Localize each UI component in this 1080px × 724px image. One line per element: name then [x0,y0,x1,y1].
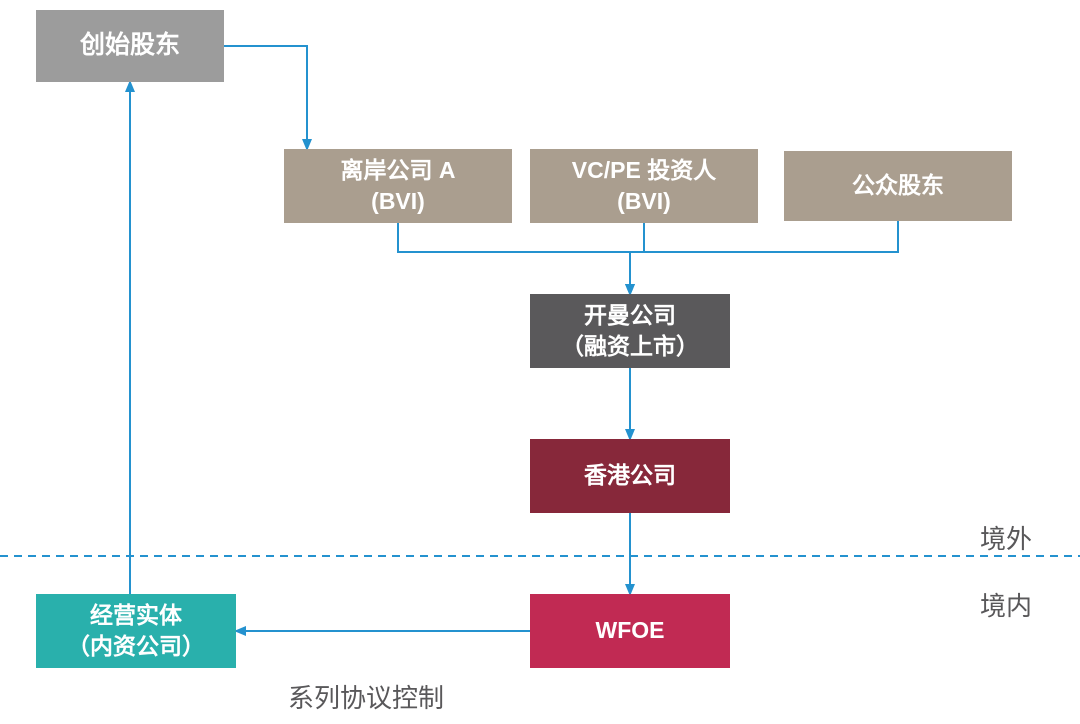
edge-offshoreA-to-cayman [398,223,630,294]
node-hk: 香港公司 [530,439,730,513]
edge-vcpe-to-cayman [630,223,644,294]
node-public: 公众股东 [784,151,1012,221]
node-cayman: 开曼公司 （融资上市） [530,294,730,368]
node-opco: 经营实体 （内资公司） [36,594,236,668]
label-outside: 境外 [980,519,1032,556]
label-control: 系列协议控制 [288,678,444,715]
node-offshoreA: 离岸公司 A (BVI) [284,149,512,223]
node-wfoe: WFOE [530,594,730,668]
edge-founder-to-offshoreA [224,46,307,149]
node-founder: 创始股东 [36,10,224,82]
edge-public-to-cayman [630,221,898,294]
node-vcpe: VC/PE 投资人 (BVI) [530,149,758,223]
label-inside: 境内 [980,586,1032,623]
